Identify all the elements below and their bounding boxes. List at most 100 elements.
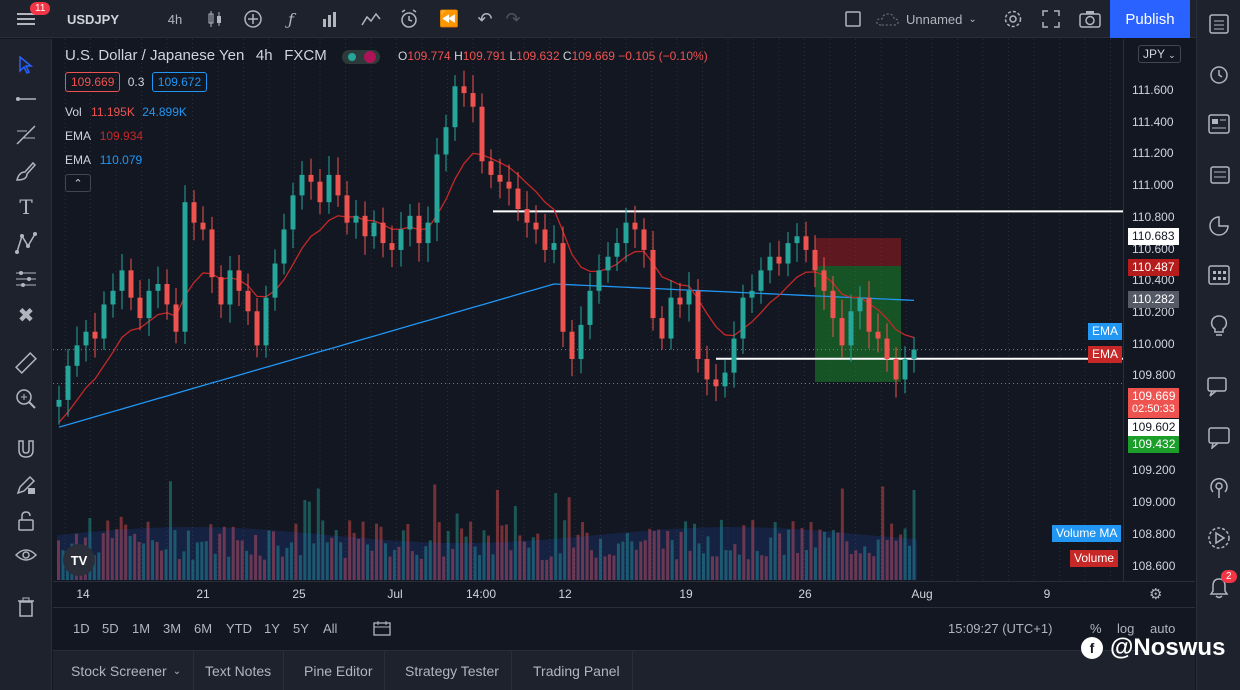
chart-type-button[interactable] (198, 0, 232, 38)
cursor-tool[interactable] (12, 51, 40, 79)
volume-legend[interactable]: Vol 11.195K 24.899K (65, 105, 187, 119)
ema-blue-legend[interactable]: EMA 110.079 (65, 153, 142, 167)
market-status-toggle[interactable] (342, 49, 381, 64)
volume-bar (813, 547, 817, 580)
indicators-button[interactable]: ƒ (274, 0, 308, 38)
price-axis[interactable]: JPY ⌄ 111.600 111.400 111.200 111.000 110.80… (1052, 39, 1195, 581)
remove-tool[interactable]: ✖ (12, 301, 40, 329)
range-3m-button[interactable]: 3M (163, 621, 182, 636)
axis-settings-button[interactable]: ⚙ (1149, 585, 1162, 603)
volume-bar (330, 537, 334, 580)
alert-button[interactable] (392, 0, 426, 38)
price-tick-label: 111.000 (1132, 178, 1174, 193)
tradingview-logo[interactable]: TV (63, 544, 95, 576)
tab-pine-editor[interactable]: Pine Editor (292, 651, 386, 690)
range-ytd-button[interactable]: YTD (226, 621, 252, 636)
fullscreen-button[interactable] (1034, 0, 1068, 38)
buy-button[interactable]: 109.672 (151, 72, 208, 92)
range-5y-button[interactable]: 5Y (293, 621, 309, 636)
zoom-tool[interactable] (12, 385, 40, 413)
volume-bar (648, 528, 652, 580)
hide-tool[interactable] (12, 541, 40, 569)
tab-strategy-tester[interactable]: Strategy Tester (393, 651, 512, 690)
percent-toggle[interactable]: % (1090, 621, 1102, 636)
brush-tool[interactable] (12, 157, 40, 185)
interval-button[interactable]: 4h (167, 11, 183, 27)
candle-body (686, 290, 692, 305)
volume-bar (903, 528, 907, 580)
snapshot-button[interactable] (1072, 0, 1108, 38)
range-5d-button[interactable]: 5D (102, 621, 119, 636)
tab-text-notes[interactable]: Text Notes (193, 651, 285, 690)
fib-tool[interactable] (12, 121, 40, 149)
publish-button[interactable]: Publish (1110, 0, 1190, 38)
collapse-legend-button[interactable]: ⌃ (65, 174, 91, 192)
hotlists-button[interactable] (1205, 160, 1233, 188)
chart-pane[interactable]: U.S. Dollar / Japanese Yen 4h FXCM O109.… (53, 39, 1123, 581)
text-tool[interactable]: T (12, 193, 40, 221)
close-value: 109.669 (571, 49, 615, 63)
range-all-button[interactable]: All (323, 621, 338, 636)
volume-bar (200, 541, 204, 580)
chats-button[interactable] (1205, 374, 1233, 402)
range-6m-button[interactable]: 6M (194, 621, 213, 636)
menu-button[interactable] (6, 0, 46, 38)
layout-button[interactable] (836, 0, 870, 38)
range-1y-button[interactable]: 1Y (264, 621, 280, 636)
timezone-clock[interactable]: 15:09:27 (UTC+1) (948, 621, 1053, 636)
auto-toggle[interactable]: auto (1150, 621, 1176, 636)
replay-button[interactable]: ⏪ (432, 0, 466, 38)
prediction-tool[interactable] (12, 265, 40, 293)
settings-button[interactable] (996, 0, 1030, 38)
candle-body (821, 270, 827, 291)
candle-body (380, 222, 386, 244)
magnet-tool[interactable] (12, 435, 40, 463)
templates-button[interactable] (354, 0, 388, 38)
streams-button[interactable] (1205, 474, 1233, 502)
volume-bar (61, 550, 65, 580)
volume-bar (778, 533, 782, 580)
candle-body (326, 174, 332, 203)
tab-stock-screener[interactable]: Stock Screener ⌄ (59, 651, 195, 690)
pattern-tool[interactable] (12, 229, 40, 257)
volume-bar (679, 531, 683, 580)
range-1m-button[interactable]: 1M (132, 621, 151, 636)
log-toggle[interactable]: log (1117, 621, 1135, 636)
alarm-clock-icon (1210, 66, 1228, 84)
redo-button[interactable]: ↷ (496, 0, 530, 38)
watchlist-button[interactable] (1205, 10, 1233, 38)
layout-name-dropdown[interactable]: Unnamed ⌄ (876, 0, 992, 38)
play-button[interactable] (1205, 524, 1233, 552)
low-value: 109.632 (516, 49, 560, 63)
ema-red-legend[interactable]: EMA 109.934 (65, 129, 143, 143)
data-window-button[interactable] (1205, 110, 1233, 138)
economic-calendar-button[interactable] (1205, 260, 1233, 288)
trendline-tool[interactable] (12, 85, 40, 113)
currency-dropdown[interactable]: JPY ⌄ (1138, 45, 1181, 63)
candle-body (335, 174, 341, 196)
calendar-button[interactable] (1205, 212, 1233, 240)
lock-all-tool[interactable] (12, 507, 40, 535)
measure-tool[interactable] (12, 349, 40, 377)
volume-bar (267, 530, 271, 580)
range-1d-button[interactable]: 1D (73, 621, 90, 636)
tab-trading-panel[interactable]: Trading Panel (521, 651, 633, 690)
compare-button[interactable] (236, 0, 270, 38)
delete-tool[interactable] (12, 593, 40, 621)
undo-button[interactable]: ↶ (468, 0, 502, 38)
text-icon: T (19, 195, 33, 219)
lock-drawing-tool[interactable] (12, 471, 40, 499)
time-axis[interactable]: 14 21 25 Jul 14:00 12 19 26 Aug 9 ⚙ (53, 581, 1195, 607)
goto-date-button[interactable] (373, 620, 391, 639)
alerts-button[interactable] (1205, 60, 1233, 88)
public-chat-button[interactable] (1205, 424, 1233, 452)
sell-button[interactable]: 109.669 (65, 72, 121, 92)
ideas-button[interactable] (1205, 312, 1233, 340)
symbol-search[interactable]: USDJPY (66, 11, 120, 27)
spread-value: 0.3 (127, 75, 145, 89)
financials-button[interactable] (314, 0, 348, 38)
close-icon: ✖ (17, 304, 35, 327)
volume-bar (482, 530, 486, 580)
symbol-title: U.S. Dollar / Japanese Yen (65, 47, 245, 64)
volume-bar (625, 533, 629, 580)
